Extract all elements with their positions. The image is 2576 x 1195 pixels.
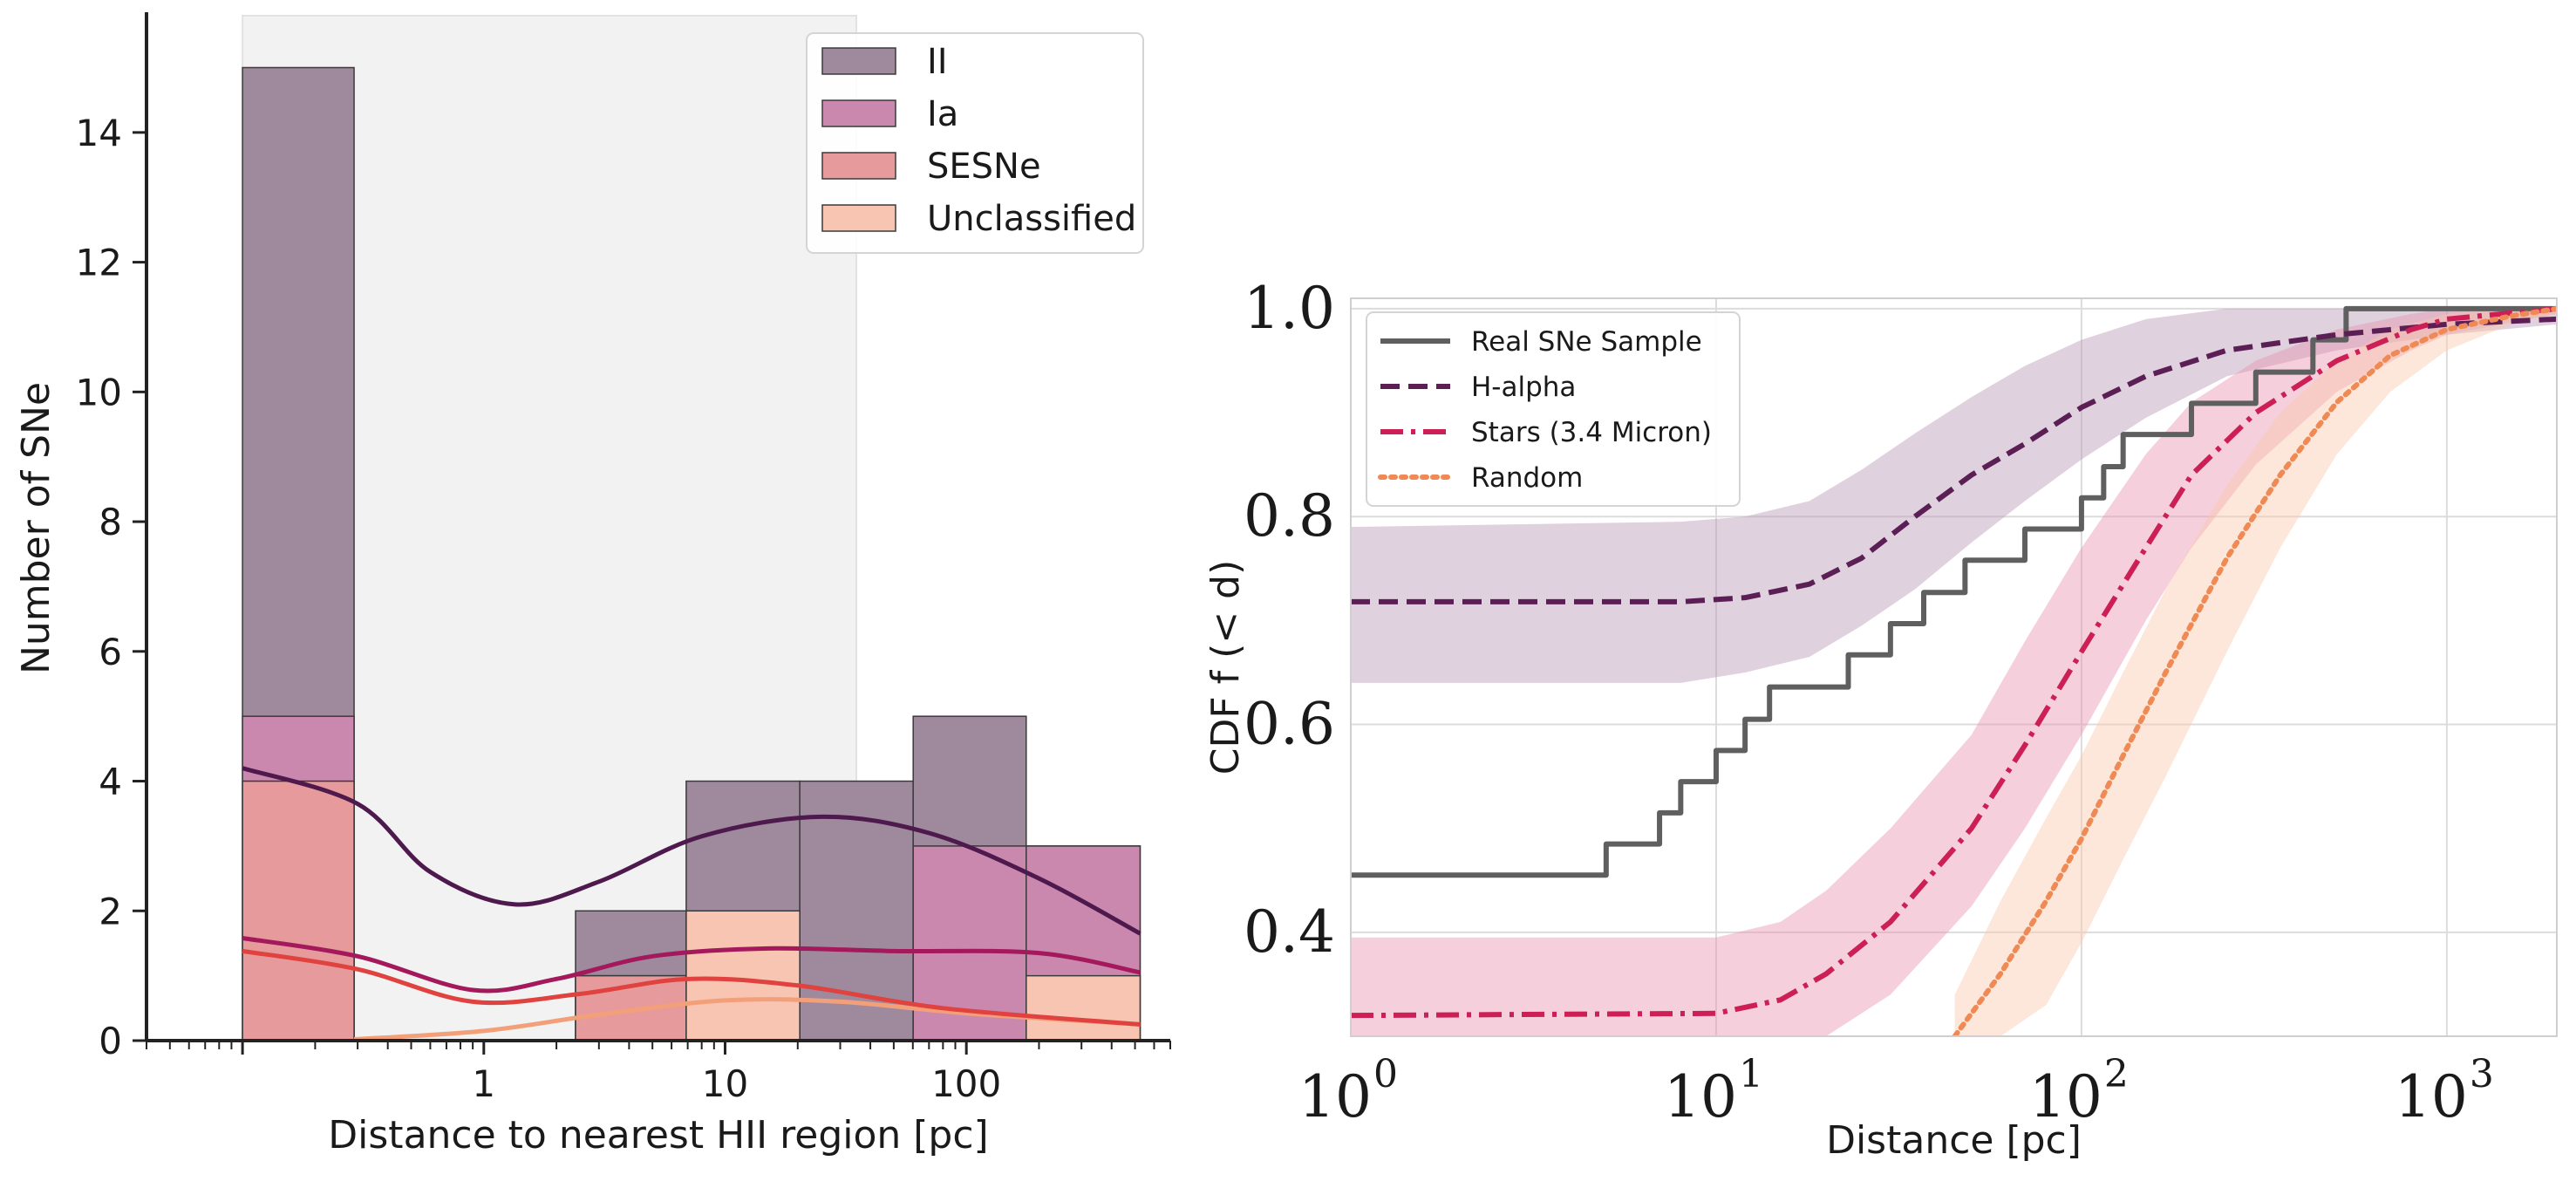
kde-ii (242, 766, 1141, 936)
legend: II Ia SESNe Unclassified (806, 32, 1144, 254)
x-tick-exponent: 0 (1373, 1052, 1398, 1096)
x-tick-label: 100 (931, 1062, 1001, 1105)
y-axis-ticks: 0 2 4 6 8 10 12 14 (76, 112, 147, 1062)
x-tick-label: 1 (472, 1062, 495, 1105)
legend-label-real-sne-sample: Real SNe Sample (1471, 326, 1702, 358)
line-real-sne-sample (1351, 305, 2557, 878)
legend-label-ii: II (927, 42, 948, 82)
y-tick-label: 1.0 (1244, 275, 1335, 342)
band-h-alpha (1351, 308, 2557, 683)
x-tick-exponent: 1 (1739, 1052, 1763, 1096)
legend-box (806, 32, 1144, 254)
histogram-bars (242, 66, 1141, 1041)
bar-unclassified-6 (1026, 974, 1141, 1041)
x-tick-exponent: 3 (2470, 1052, 2494, 1096)
y-tick-label: 0.6 (1244, 691, 1335, 758)
legend-label-h-alpha: H-alpha (1471, 372, 1576, 403)
y-tick-label: 8 (99, 501, 122, 543)
legend-swatch-unclassified (821, 204, 896, 232)
x-tick-label: 10 (1298, 1063, 1372, 1130)
x-axis-title: Distance [pc] (1826, 1118, 2082, 1163)
y-tick-label: 14 (76, 112, 122, 154)
legend-label-ia: Ia (927, 94, 958, 134)
line-random (1952, 305, 2557, 1036)
x-axis-ticks: 1 10 100 (146, 1041, 1171, 1105)
x-tick-label: 10 (1664, 1063, 1737, 1130)
kde-unclassified (353, 997, 1141, 1042)
y-tick-label: 10 (76, 371, 122, 413)
legend-swatch-ii (821, 47, 896, 75)
y-tick-label: 4 (99, 761, 122, 803)
x-tick-exponent: 2 (2104, 1052, 2129, 1096)
y-tick-label: 6 (99, 631, 122, 673)
legend-label-unclassified: Unclassified (927, 199, 1136, 239)
histogram-panel: 1 10 100 0 2 4 6 8 10 12 14 Distance to nearest H… (14, 12, 1171, 1157)
legend-label-random: Random (1471, 462, 1583, 494)
x-axis-ticks: 10 0 10 1 10 2 10 3 (1298, 1052, 2494, 1130)
bar-sesne-0 (242, 780, 355, 1041)
legend-box (1366, 311, 1741, 507)
band-stars-3-4-micron- (1351, 308, 2557, 1036)
legend: Real SNe Sample H-alpha Stars (3.4 Micron)… (1366, 311, 1741, 507)
y-axis-title: CDF f (< d) (1203, 560, 1248, 775)
legend-swatch-sesne (821, 152, 896, 180)
y-tick-label: 0 (99, 1020, 122, 1062)
cdf-lines (1351, 305, 2557, 1036)
cdf-panel: 10 0 10 1 10 2 10 3 0.40.60.81.0 Distance [pc] … (1203, 275, 2558, 1163)
legend-swatch-ia (821, 99, 896, 127)
x-axis-title: Distance to nearest HII region [pc] (328, 1113, 988, 1157)
line-stars-3-4-micron- (1351, 305, 2557, 1019)
y-tick-label: 0.8 (1244, 482, 1335, 550)
x-tick-label: 10 (2395, 1063, 2468, 1130)
y-axis-title: Number of SNe (14, 382, 58, 674)
band-random (1954, 308, 2557, 1036)
y-tick-label: 0.4 (1244, 898, 1335, 966)
y-axis-ticks: 0.4 0.6 0.8 1.0 (1244, 275, 1335, 966)
legend-label-stars-3-4-micron-: Stars (3.4 Micron) (1471, 417, 1712, 448)
legend-label-sesne: SESNe (927, 147, 1041, 187)
x-tick-label: 10 (2029, 1063, 2102, 1130)
plot-frame (1350, 297, 2558, 1037)
y-tick-label: 12 (76, 242, 122, 284)
x-tick-label: 10 (702, 1062, 748, 1105)
kde-sesne (242, 948, 1141, 1027)
y-tick-label: 2 (99, 890, 122, 932)
kde-curves (242, 766, 1141, 1042)
kde-ia (242, 936, 1141, 994)
confidence-bands (1351, 308, 2557, 1036)
line-h-alpha (1351, 316, 2557, 604)
bar-unclassified-3 (685, 910, 801, 1041)
